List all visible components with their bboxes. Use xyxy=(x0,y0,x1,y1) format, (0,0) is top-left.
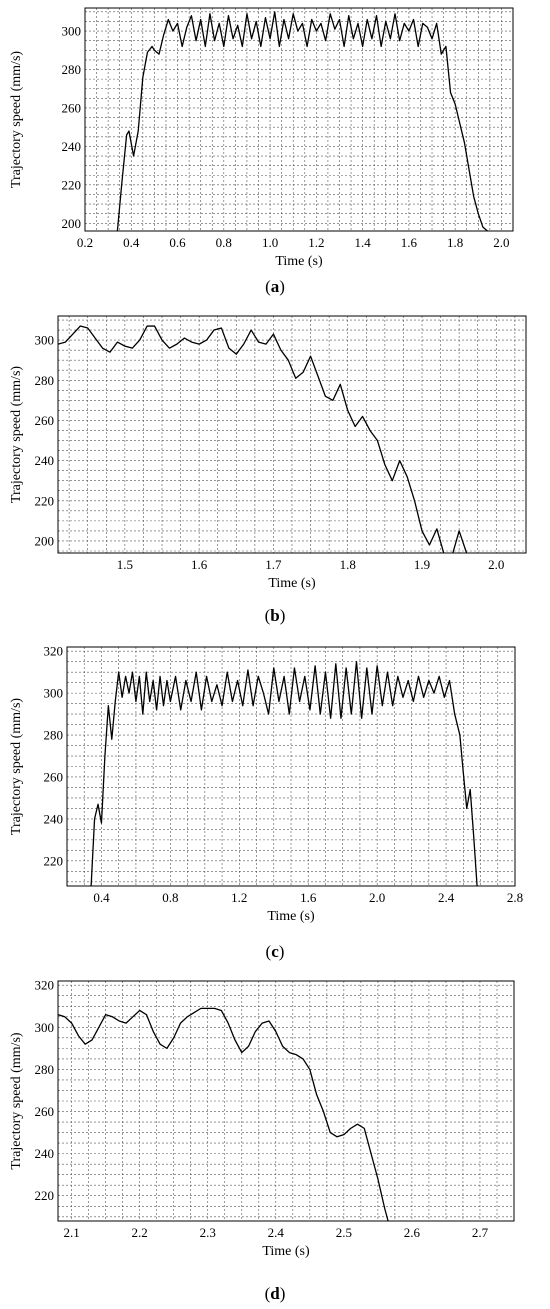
plot-frame xyxy=(57,980,515,1222)
x-tick-label: 1.7 xyxy=(265,557,282,572)
x-tick-label: 0.6 xyxy=(169,235,186,250)
y-tick-label: 320 xyxy=(44,644,64,659)
x-tick-label: 2.5 xyxy=(336,1225,352,1240)
x-axis-label: Time (s) xyxy=(275,254,323,269)
y-tick-label: 240 xyxy=(44,811,64,826)
panel-label: (b) xyxy=(265,606,286,625)
y-tick-label: 240 xyxy=(62,139,82,154)
grid-lines xyxy=(58,981,514,1221)
panel-letter: a xyxy=(271,277,280,296)
panel-letter: b xyxy=(270,606,279,625)
panel-label: (a) xyxy=(265,277,285,296)
x-axis-label: Time (s) xyxy=(268,576,316,591)
y-axis-label: Trajectory speed (mm/s) xyxy=(9,698,24,835)
y-tick-label: 240 xyxy=(35,453,55,468)
x-tick-label: 2.4 xyxy=(268,1225,285,1240)
y-tick-label: 280 xyxy=(35,1062,55,1077)
grid-lines xyxy=(85,8,513,231)
x-tick-label: 2.6 xyxy=(404,1225,421,1240)
y-axis-label: Trajectory speed (mm/s) xyxy=(9,1032,24,1169)
x-tick-label: 1.6 xyxy=(191,557,208,572)
x-tick-label: 2.0 xyxy=(369,890,385,905)
x-axis-label: Time (s) xyxy=(267,909,315,924)
series-line xyxy=(58,325,468,553)
y-tick-label: 260 xyxy=(35,1104,55,1119)
panel-letter: d xyxy=(270,1284,280,1303)
x-tick-label: 1.9 xyxy=(414,557,430,572)
x-tick-label: 1.4 xyxy=(354,235,371,250)
y-tick-label: 260 xyxy=(62,100,82,115)
x-tick-label: 2.8 xyxy=(507,890,523,905)
x-tick-label: 0.8 xyxy=(162,890,178,905)
y-tick-label: 280 xyxy=(62,62,82,77)
x-tick-label: 1.8 xyxy=(447,235,463,250)
x-tick-label: 0.4 xyxy=(93,890,110,905)
y-tick-label: 260 xyxy=(44,769,64,784)
x-tick-label: 1.6 xyxy=(401,235,418,250)
x-tick-label: 0.4 xyxy=(123,235,140,250)
series-line xyxy=(90,661,478,886)
y-tick-label: 220 xyxy=(35,493,55,508)
y-tick-label: 260 xyxy=(35,413,55,428)
y-axis-label: Trajectory speed (mm/s) xyxy=(9,51,24,188)
y-tick-label: 280 xyxy=(35,373,55,388)
chart-panel-b: 1.5 1.6 1.7 1.8 1.9 2.0 200 220 240 260 280 300 Time… xyxy=(9,315,527,625)
chart-panel-c: 0.4 0.8 1.2 1.6 2.0 2.4 2.8 220 240 260 280 300 320 T… xyxy=(9,644,523,961)
x-tick-label: 1.2 xyxy=(308,235,324,250)
x-tick-label: 0.2 xyxy=(77,235,93,250)
series-line xyxy=(116,11,488,231)
x-tick-label: 1.0 xyxy=(262,235,278,250)
plot-frame xyxy=(57,315,527,554)
x-tick-label: 2.4 xyxy=(438,890,455,905)
panel-label: (d) xyxy=(265,1284,286,1303)
y-tick-label: 240 xyxy=(35,1146,55,1161)
y-tick-label: 220 xyxy=(44,853,64,868)
x-tick-label: 2.3 xyxy=(200,1225,216,1240)
x-tick-label: 1.5 xyxy=(117,557,133,572)
y-tick-label: 220 xyxy=(62,177,82,192)
plot-frame xyxy=(84,7,514,232)
x-tick-label: 0.8 xyxy=(216,235,232,250)
x-tick-label: 2.0 xyxy=(488,557,504,572)
panel-letter: c xyxy=(271,942,279,961)
x-tick-label: 1.2 xyxy=(231,890,247,905)
y-tick-label: 300 xyxy=(35,1020,55,1035)
y-tick-label: 300 xyxy=(44,686,64,701)
y-axis-label: Trajectory speed (mm/s) xyxy=(9,366,24,503)
y-tick-label: 200 xyxy=(62,216,82,231)
y-tick-label: 320 xyxy=(35,978,55,993)
y-tick-label: 280 xyxy=(44,728,64,743)
series-line xyxy=(58,1007,389,1221)
y-tick-label: 300 xyxy=(62,24,82,39)
plot-frame xyxy=(66,646,516,887)
x-tick-label: 2.2 xyxy=(132,1225,148,1240)
x-tick-label: 1.6 xyxy=(300,890,317,905)
x-axis-label: Time (s) xyxy=(262,1244,310,1259)
x-tick-label: 2.7 xyxy=(472,1225,489,1240)
chart-panel-d: 2.1 2.2 2.3 2.4 2.5 2.6 2.7 220 240 260 280 300 320 T… xyxy=(9,978,515,1303)
chart-panel-a: 0.2 0.4 0.6 0.8 1.0 1.2 1.4 1.6 1.8 2.0 200 220 240 2… xyxy=(9,7,514,296)
y-tick-label: 200 xyxy=(35,533,55,548)
x-tick-label: 1.8 xyxy=(340,557,356,572)
x-tick-label: 2.0 xyxy=(493,235,509,250)
y-tick-label: 300 xyxy=(35,333,55,348)
x-tick-label: 2.1 xyxy=(63,1225,79,1240)
panel-label: (c) xyxy=(266,942,285,961)
grid-lines xyxy=(58,316,526,553)
y-tick-label: 220 xyxy=(35,1188,55,1203)
